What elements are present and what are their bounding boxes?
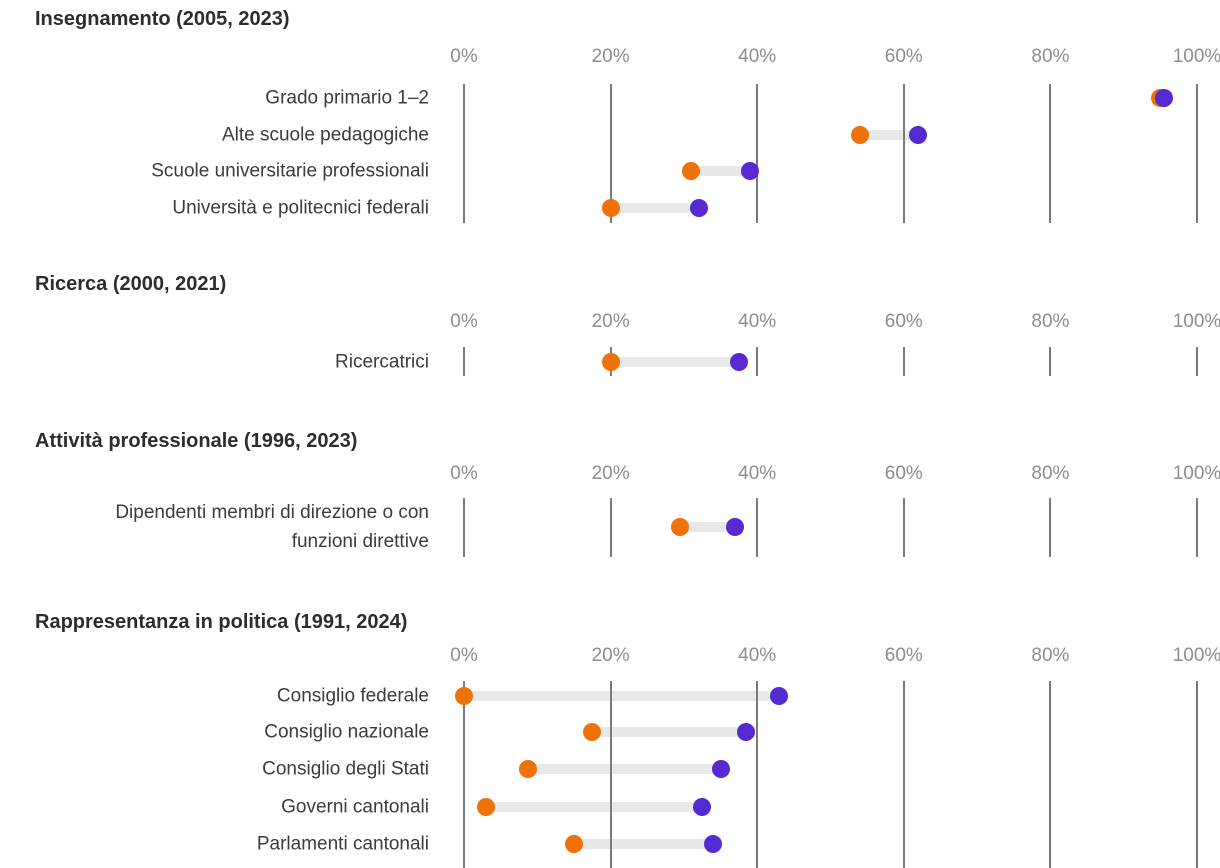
dot-start-year (601, 352, 620, 371)
gridline (609, 84, 612, 223)
axis-tick-label: 80% (1031, 645, 1070, 666)
axis-tick-label: 40% (738, 645, 777, 666)
dot-end-year (770, 686, 789, 705)
row-label: Governi cantonali (281, 796, 429, 818)
section-title-ricerca: Ricerca (2000, 2021) (35, 273, 227, 295)
gridline (463, 84, 465, 223)
gridline (1049, 498, 1052, 557)
dot-start-year (476, 797, 495, 816)
gridline (1049, 681, 1052, 868)
section-title-insegnamento: Insegnamento (2005, 2023) (35, 8, 290, 30)
gridline (756, 681, 759, 868)
dumbbell-connector (610, 203, 699, 213)
axis-tick-label: 0% (450, 645, 478, 666)
row-label: Alte scuole pedagogiche (221, 124, 429, 146)
dot-end-year (693, 797, 712, 816)
axis-tick-label: 20% (591, 463, 630, 484)
dot-start-year (564, 834, 583, 853)
axis-tick-label: 100% (1172, 463, 1220, 484)
dot-start-year (601, 199, 620, 217)
dot-start-year (518, 760, 537, 779)
row-label: Grado primario 1–2 (265, 87, 429, 109)
gridline (1049, 347, 1052, 376)
axis-tick-label: 0% (450, 311, 478, 332)
section-title-rappresentanza-politica: Rappresentanza in politica (1991, 2024) (35, 611, 408, 633)
gridline (1196, 681, 1198, 868)
gridline (609, 681, 612, 868)
dumbbell-connector (691, 166, 750, 177)
row-label: Università e politecnici federali (172, 197, 429, 219)
row-label: Scuole universitarie professionali (151, 160, 429, 182)
gridline (902, 84, 905, 223)
dumbbell-connector (527, 764, 721, 775)
axis-tick-label: 100% (1172, 311, 1220, 332)
axis-tick-label: 20% (591, 46, 630, 67)
axis-tick-label: 100% (1172, 46, 1220, 67)
axis-tick-label: 0% (450, 46, 478, 67)
dumbbell-connector (859, 129, 919, 140)
row-label: Consiglio nazionale (264, 721, 429, 743)
axis-tick-label: 40% (738, 311, 777, 332)
axis-tick-label: 40% (738, 46, 777, 67)
dumbbell-connector (610, 356, 739, 367)
dumbbell-connector (573, 838, 714, 849)
gridline (1196, 498, 1198, 557)
gridline (463, 498, 465, 557)
axis-tick-label: 100% (1172, 645, 1220, 666)
axis-tick-label: 60% (884, 463, 923, 484)
row-label: Consiglio degli Stati (262, 758, 429, 780)
gridline (1049, 84, 1052, 223)
section-title-attivita-professionale: Attività professionale (1996, 2023) (35, 430, 358, 452)
gridline (756, 347, 759, 376)
dot-start-year (682, 162, 701, 181)
dot-end-year (689, 199, 708, 217)
gridline (1196, 84, 1198, 223)
dot-end-year (704, 834, 723, 853)
row-label: Dipendenti membri di direzione o con fun… (115, 502, 429, 552)
axis-tick-label: 80% (1031, 46, 1070, 67)
dot-end-year (711, 760, 730, 779)
dot-start-year (583, 723, 602, 741)
dot-end-year (737, 723, 756, 741)
dumbbell-connector (464, 690, 780, 701)
dot-start-year (671, 518, 690, 536)
dot-end-year (740, 162, 759, 181)
axis-tick-label: 0% (450, 463, 478, 484)
row-label: Ricercatrici (335, 351, 429, 372)
dumbbell-connector (680, 522, 736, 532)
axis-tick-label: 60% (884, 645, 923, 666)
dot-end-year (909, 125, 928, 144)
gridline (1196, 347, 1198, 376)
gridline (756, 84, 759, 223)
dot-start-year (850, 125, 869, 144)
dumbbell-connector (485, 801, 703, 812)
dot-end-year (1155, 89, 1173, 107)
axis-tick-label: 40% (738, 463, 777, 484)
row-label: Consiglio federale (276, 685, 429, 707)
axis-tick-label: 20% (591, 311, 630, 332)
gridline (902, 498, 905, 557)
gridline (902, 681, 905, 868)
row-label: Parlamenti cantonali (256, 833, 429, 855)
gridline (902, 347, 905, 376)
dumbbell-connector (592, 727, 747, 737)
dot-end-year (726, 518, 745, 536)
gridline (756, 498, 759, 557)
axis-tick-label: 60% (884, 311, 923, 332)
dot-end-year (729, 352, 748, 371)
axis-tick-label: 20% (591, 645, 630, 666)
gridline (463, 681, 465, 868)
axis-tick-label: 80% (1031, 463, 1070, 484)
gridline (463, 347, 465, 376)
gridline (609, 498, 612, 557)
dot-start-year (455, 686, 473, 705)
axis-tick-label: 80% (1031, 311, 1070, 332)
axis-tick-label: 60% (884, 46, 923, 67)
